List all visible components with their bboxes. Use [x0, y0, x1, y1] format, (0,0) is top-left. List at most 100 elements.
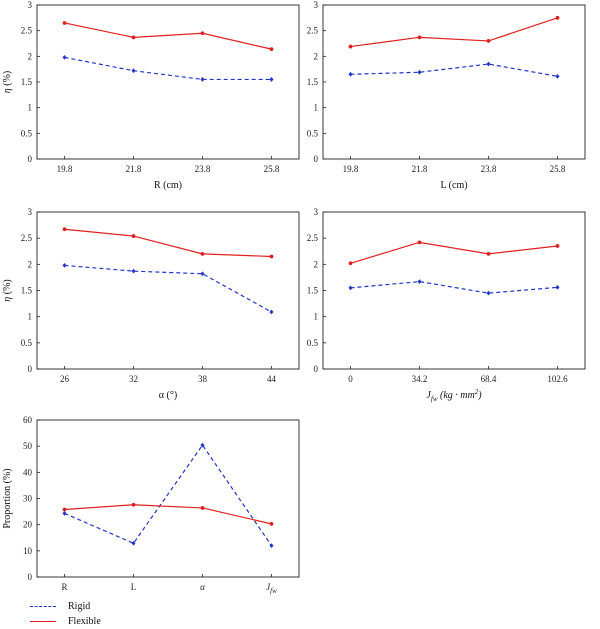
x-axis-label: Jfw (kg · mm2) [426, 388, 482, 403]
data-point-rigid [348, 285, 353, 291]
data-point-flexible [486, 39, 491, 43]
data-point-rigid [486, 61, 491, 67]
series-line-flexible [64, 228, 272, 258]
y-tick-label: 30 [23, 494, 33, 504]
legend-item-flexible: Flexible [30, 614, 101, 629]
chart-panel-4: 0 0.5 1 1.5 2 2.5 3 0 34.2 68.4 102.6 Jfw (kg · mm2… [307, 207, 586, 403]
y-tick-label: 1 [28, 312, 33, 322]
data-point-rigid [131, 68, 136, 74]
x-tick-label: 19.8 [57, 164, 73, 174]
series-line-flexible [350, 241, 558, 264]
data-point-flexible [348, 261, 353, 266]
legend-label-rigid: Rigid [68, 601, 91, 612]
y-tick-label: 1.5 [307, 286, 319, 296]
x-tick-label: 38 [198, 374, 208, 384]
x-tick-label: 23.8 [195, 164, 211, 174]
data-point-flexible [486, 251, 491, 256]
data-point-flexible [348, 44, 353, 49]
y-tick-label: 2 [28, 51, 33, 61]
data-point-rigid [131, 540, 136, 546]
y-tick-label: 0.5 [307, 338, 319, 348]
data-point-rigid [417, 279, 422, 285]
data-point-rigid [486, 290, 491, 296]
y-tick-label: 3 [314, 0, 319, 10]
data-point-rigid [555, 284, 560, 290]
data-point-flexible [131, 502, 136, 507]
series-line-flexible [64, 504, 272, 525]
chart-panel-1: 0 0.5 1 1.5 2 2.5 3 19.8 21.8 23.8 25.8 R (cm) η (%) [2, 0, 300, 191]
plot-frame [36, 211, 300, 370]
y-tick-label: 1 [314, 103, 319, 113]
y-tick-label: 1.5 [21, 286, 33, 296]
y-tick-label: 0.5 [21, 338, 33, 348]
y-tick-label: 3 [28, 207, 33, 217]
data-point-flexible [269, 254, 274, 259]
y-tick-label: 10 [23, 546, 33, 556]
data-point-flexible [555, 15, 560, 20]
data-point-flexible [200, 251, 205, 256]
data-point-rigid [555, 73, 560, 79]
series-line-rigid [64, 56, 272, 81]
chart-panel-2: 0 0.5 1 1.5 2 2.5 3 19.8 21.8 23.8 25.8 L (cm) [307, 0, 586, 191]
y-tick-label: 1 [314, 312, 319, 322]
y-tick-label: 60 [23, 415, 33, 425]
y-axis-label: η (%) [2, 71, 13, 93]
y-tick-label: 2.5 [21, 26, 33, 36]
plot-frame [322, 4, 586, 160]
y-tick-label: 0 [28, 572, 33, 582]
y-tick-label: 40 [23, 467, 33, 477]
data-point-rigid [417, 69, 422, 75]
x-axis-label: L (cm) [440, 180, 467, 191]
x-tick-label: 102.6 [547, 374, 568, 384]
y-tick-label: 20 [23, 520, 33, 530]
x-axis-label: R (cm) [154, 180, 182, 191]
data-point-flexible [200, 506, 205, 510]
data-point-flexible [62, 21, 67, 25]
data-point-flexible [555, 244, 560, 248]
legend: Rigid Flexible [30, 599, 101, 629]
data-point-rigid [200, 271, 205, 277]
x-tick-label: R [62, 582, 68, 592]
y-tick-label: 0.5 [307, 128, 319, 138]
y-tick-label: 2.5 [307, 233, 319, 243]
series-line-flexible [350, 17, 558, 48]
y-tick-label: 2 [28, 259, 33, 269]
x-tick-label: 21.8 [412, 164, 428, 174]
x-tick-label: 21.8 [126, 164, 142, 174]
data-point-flexible [200, 31, 205, 36]
data-point-rigid [269, 309, 274, 315]
x-tick-label: α [200, 582, 205, 592]
x-tick-label: L [131, 582, 137, 592]
y-axis-label: η (%) [2, 279, 13, 301]
y-tick-label: 2.5 [307, 26, 319, 36]
data-point-flexible [131, 234, 136, 238]
series-line-rigid [350, 280, 558, 294]
plot-frame [36, 419, 300, 578]
x-tick-label: 68.4 [481, 374, 497, 384]
y-axis-label: Proportion (%) [2, 468, 13, 528]
data-point-flexible [62, 227, 67, 232]
data-point-flexible [269, 47, 274, 52]
x-tick-label: 32 [129, 374, 138, 384]
legend-label-flexible: Flexible [68, 616, 101, 627]
y-tick-label: 2 [314, 259, 319, 269]
y-tick-label: 2.5 [21, 233, 33, 243]
y-tick-label: 1 [28, 103, 33, 113]
y-tick-label: 2 [314, 51, 319, 61]
y-tick-label: 1.5 [21, 77, 33, 87]
data-point-flexible [417, 240, 422, 245]
y-tick-label: 0.5 [21, 128, 33, 138]
x-tick-label: 25.8 [550, 164, 566, 174]
data-point-rigid [269, 543, 274, 548]
data-point-rigid [62, 262, 67, 268]
x-tick-label: 25.8 [264, 164, 280, 174]
y-tick-label: 3 [28, 0, 33, 10]
data-point-flexible [62, 507, 67, 512]
y-tick-label: 0 [314, 154, 319, 164]
x-tick-label: 0 [348, 374, 353, 384]
data-point-flexible [131, 35, 136, 40]
data-point-rigid [200, 442, 205, 448]
data-point-rigid [269, 77, 274, 82]
